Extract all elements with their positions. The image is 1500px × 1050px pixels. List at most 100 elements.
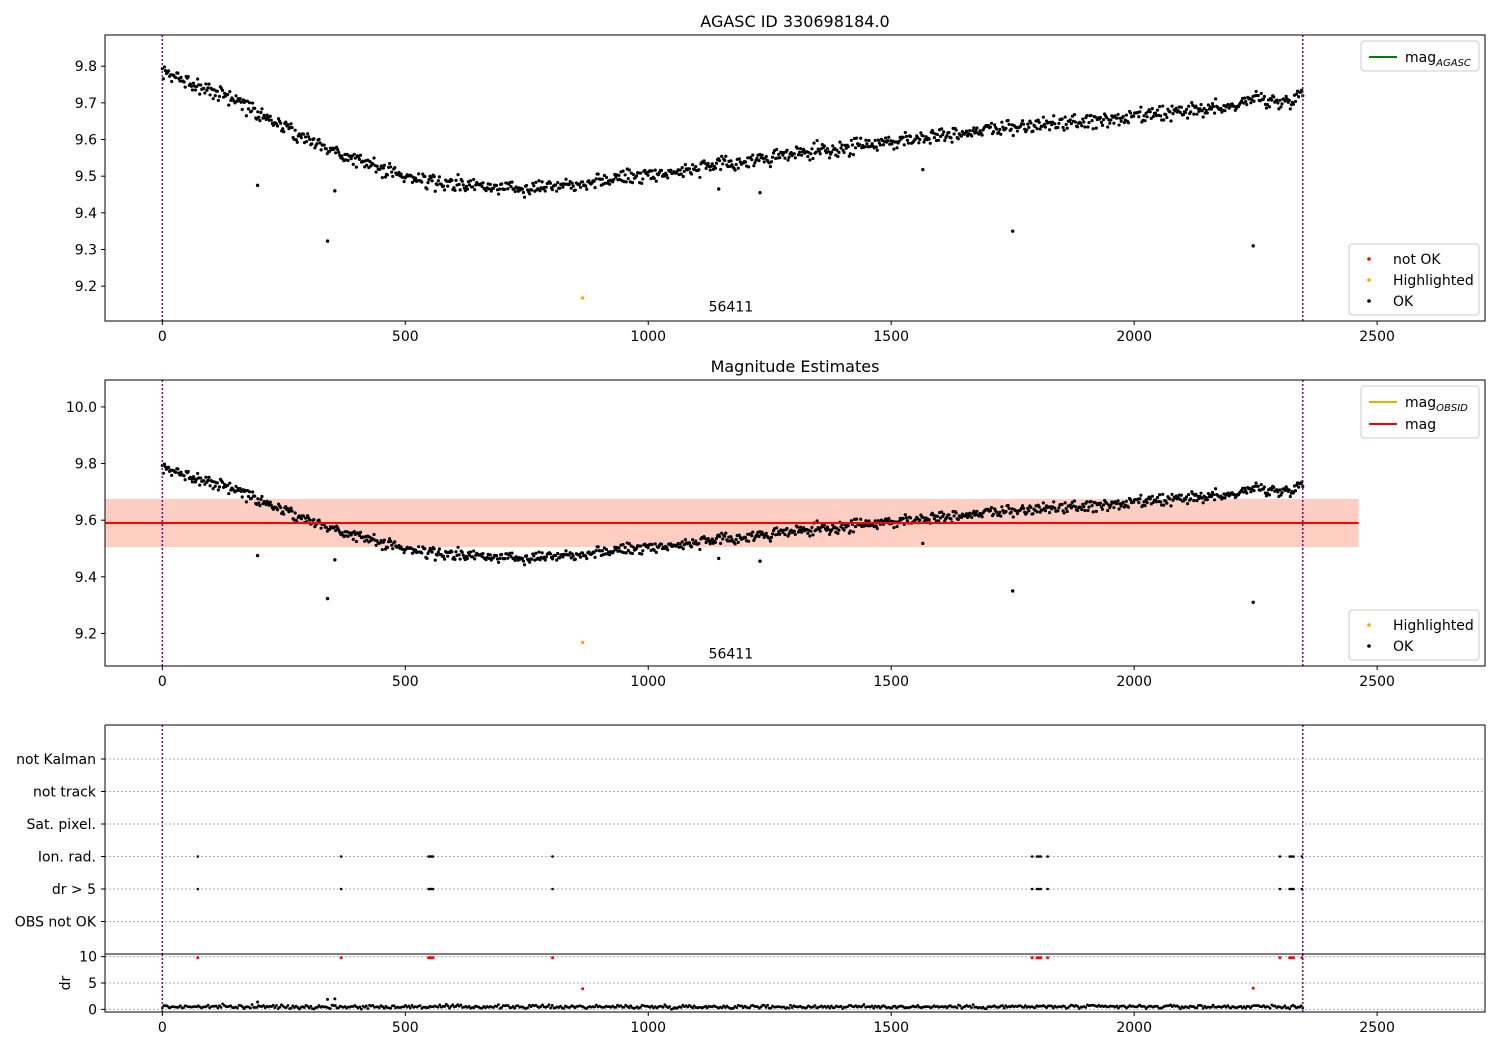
ok-point <box>528 560 532 564</box>
ok-point <box>387 537 392 541</box>
dr-ok-point <box>408 1006 412 1010</box>
ok-point <box>1056 509 1060 513</box>
ok-point <box>1043 125 1048 129</box>
ok-point <box>1272 95 1276 99</box>
dr-ok-point <box>984 1007 988 1011</box>
ok-point <box>918 137 922 142</box>
ok-point <box>1265 103 1270 107</box>
flag-marker <box>1288 855 1291 858</box>
ok-point <box>251 490 255 494</box>
ok-point <box>282 512 286 516</box>
ok-point <box>792 152 796 156</box>
ok-point <box>1185 502 1190 506</box>
ok-point <box>524 554 529 558</box>
ok-point <box>1297 95 1301 99</box>
ok-point <box>468 550 473 554</box>
dr-ok-point <box>766 1003 770 1007</box>
ok-point <box>537 179 541 183</box>
flag-marker <box>1035 887 1039 891</box>
ok-point <box>1223 109 1227 113</box>
ok-point <box>806 531 810 535</box>
chart-title: Magnitude Estimates <box>711 357 880 376</box>
ok-point <box>945 134 949 138</box>
ok-point <box>796 153 801 157</box>
ok-point <box>286 507 290 511</box>
ok-point <box>166 69 171 73</box>
ok-point <box>989 121 994 125</box>
ok-point <box>453 557 457 562</box>
ok-point <box>319 148 323 152</box>
ok-point <box>1157 493 1162 497</box>
y-tick-label: 10.0 <box>66 400 97 416</box>
ok-point <box>830 528 834 532</box>
ok-point <box>174 470 178 474</box>
ok-point <box>864 138 868 142</box>
ok-point <box>385 173 390 177</box>
ok-point <box>859 517 863 521</box>
ok-point <box>1194 492 1198 497</box>
ok-point <box>808 158 812 162</box>
dr-ok-point <box>256 1000 260 1004</box>
dr-ok-point <box>165 1004 169 1008</box>
y-tick-label: 9.6 <box>75 513 97 529</box>
ok-point <box>353 156 357 160</box>
ok-point <box>997 130 1001 135</box>
ok-point <box>757 159 761 163</box>
ok-point <box>936 519 941 523</box>
ok-point <box>202 479 206 483</box>
ok-point <box>193 480 198 484</box>
ok-point <box>1278 488 1282 492</box>
ok-point <box>1183 497 1188 501</box>
ok-point <box>454 550 458 554</box>
ok-point <box>259 110 263 115</box>
ok-point <box>1264 106 1269 110</box>
ok-point <box>863 145 867 149</box>
ok-point <box>1137 115 1141 119</box>
dr-ok-point <box>389 1006 393 1010</box>
ok-point <box>999 514 1003 518</box>
ok-point <box>650 169 654 173</box>
flag-marker <box>1030 887 1034 891</box>
ok-point <box>743 535 748 540</box>
ok-point <box>379 164 383 168</box>
ok-point <box>1109 118 1113 122</box>
ok-point <box>1065 509 1069 514</box>
ok-point <box>532 184 536 188</box>
ok-point <box>1000 505 1004 509</box>
ok-point <box>190 88 195 92</box>
ok-point <box>1009 510 1013 514</box>
ok-point <box>1042 122 1046 126</box>
ok-point <box>382 538 387 542</box>
dr-not-ok-point <box>339 956 343 960</box>
ok-point <box>930 128 934 133</box>
ok-point <box>786 158 790 162</box>
ok-point <box>1155 108 1160 112</box>
ok-point <box>473 187 477 192</box>
ok-point <box>646 546 650 550</box>
ok-point <box>564 177 568 181</box>
ok-point <box>810 525 814 529</box>
dr-ok-point <box>764 1005 768 1009</box>
ok-point <box>678 168 682 172</box>
ok-point <box>1038 127 1042 131</box>
ok-point <box>437 547 442 551</box>
ok-point <box>830 150 834 154</box>
flag-marker <box>431 887 435 891</box>
ok-point <box>550 188 555 192</box>
ok-point <box>980 133 984 137</box>
ok-point <box>585 187 589 191</box>
ok-point <box>290 125 294 130</box>
ok-point <box>1176 109 1180 113</box>
ok-point <box>1117 123 1121 127</box>
ok-point <box>627 168 631 172</box>
ok-point <box>694 165 698 169</box>
ok-point <box>182 474 186 478</box>
dr-ok-point <box>182 1006 185 1010</box>
ok-point <box>1060 502 1064 507</box>
ok-point <box>558 186 562 190</box>
ok-point <box>847 154 851 158</box>
ok-point <box>750 158 754 162</box>
y-tick-label: 9.7 <box>75 96 97 112</box>
dr-ok-point <box>513 1006 517 1010</box>
ok-point <box>892 526 896 530</box>
